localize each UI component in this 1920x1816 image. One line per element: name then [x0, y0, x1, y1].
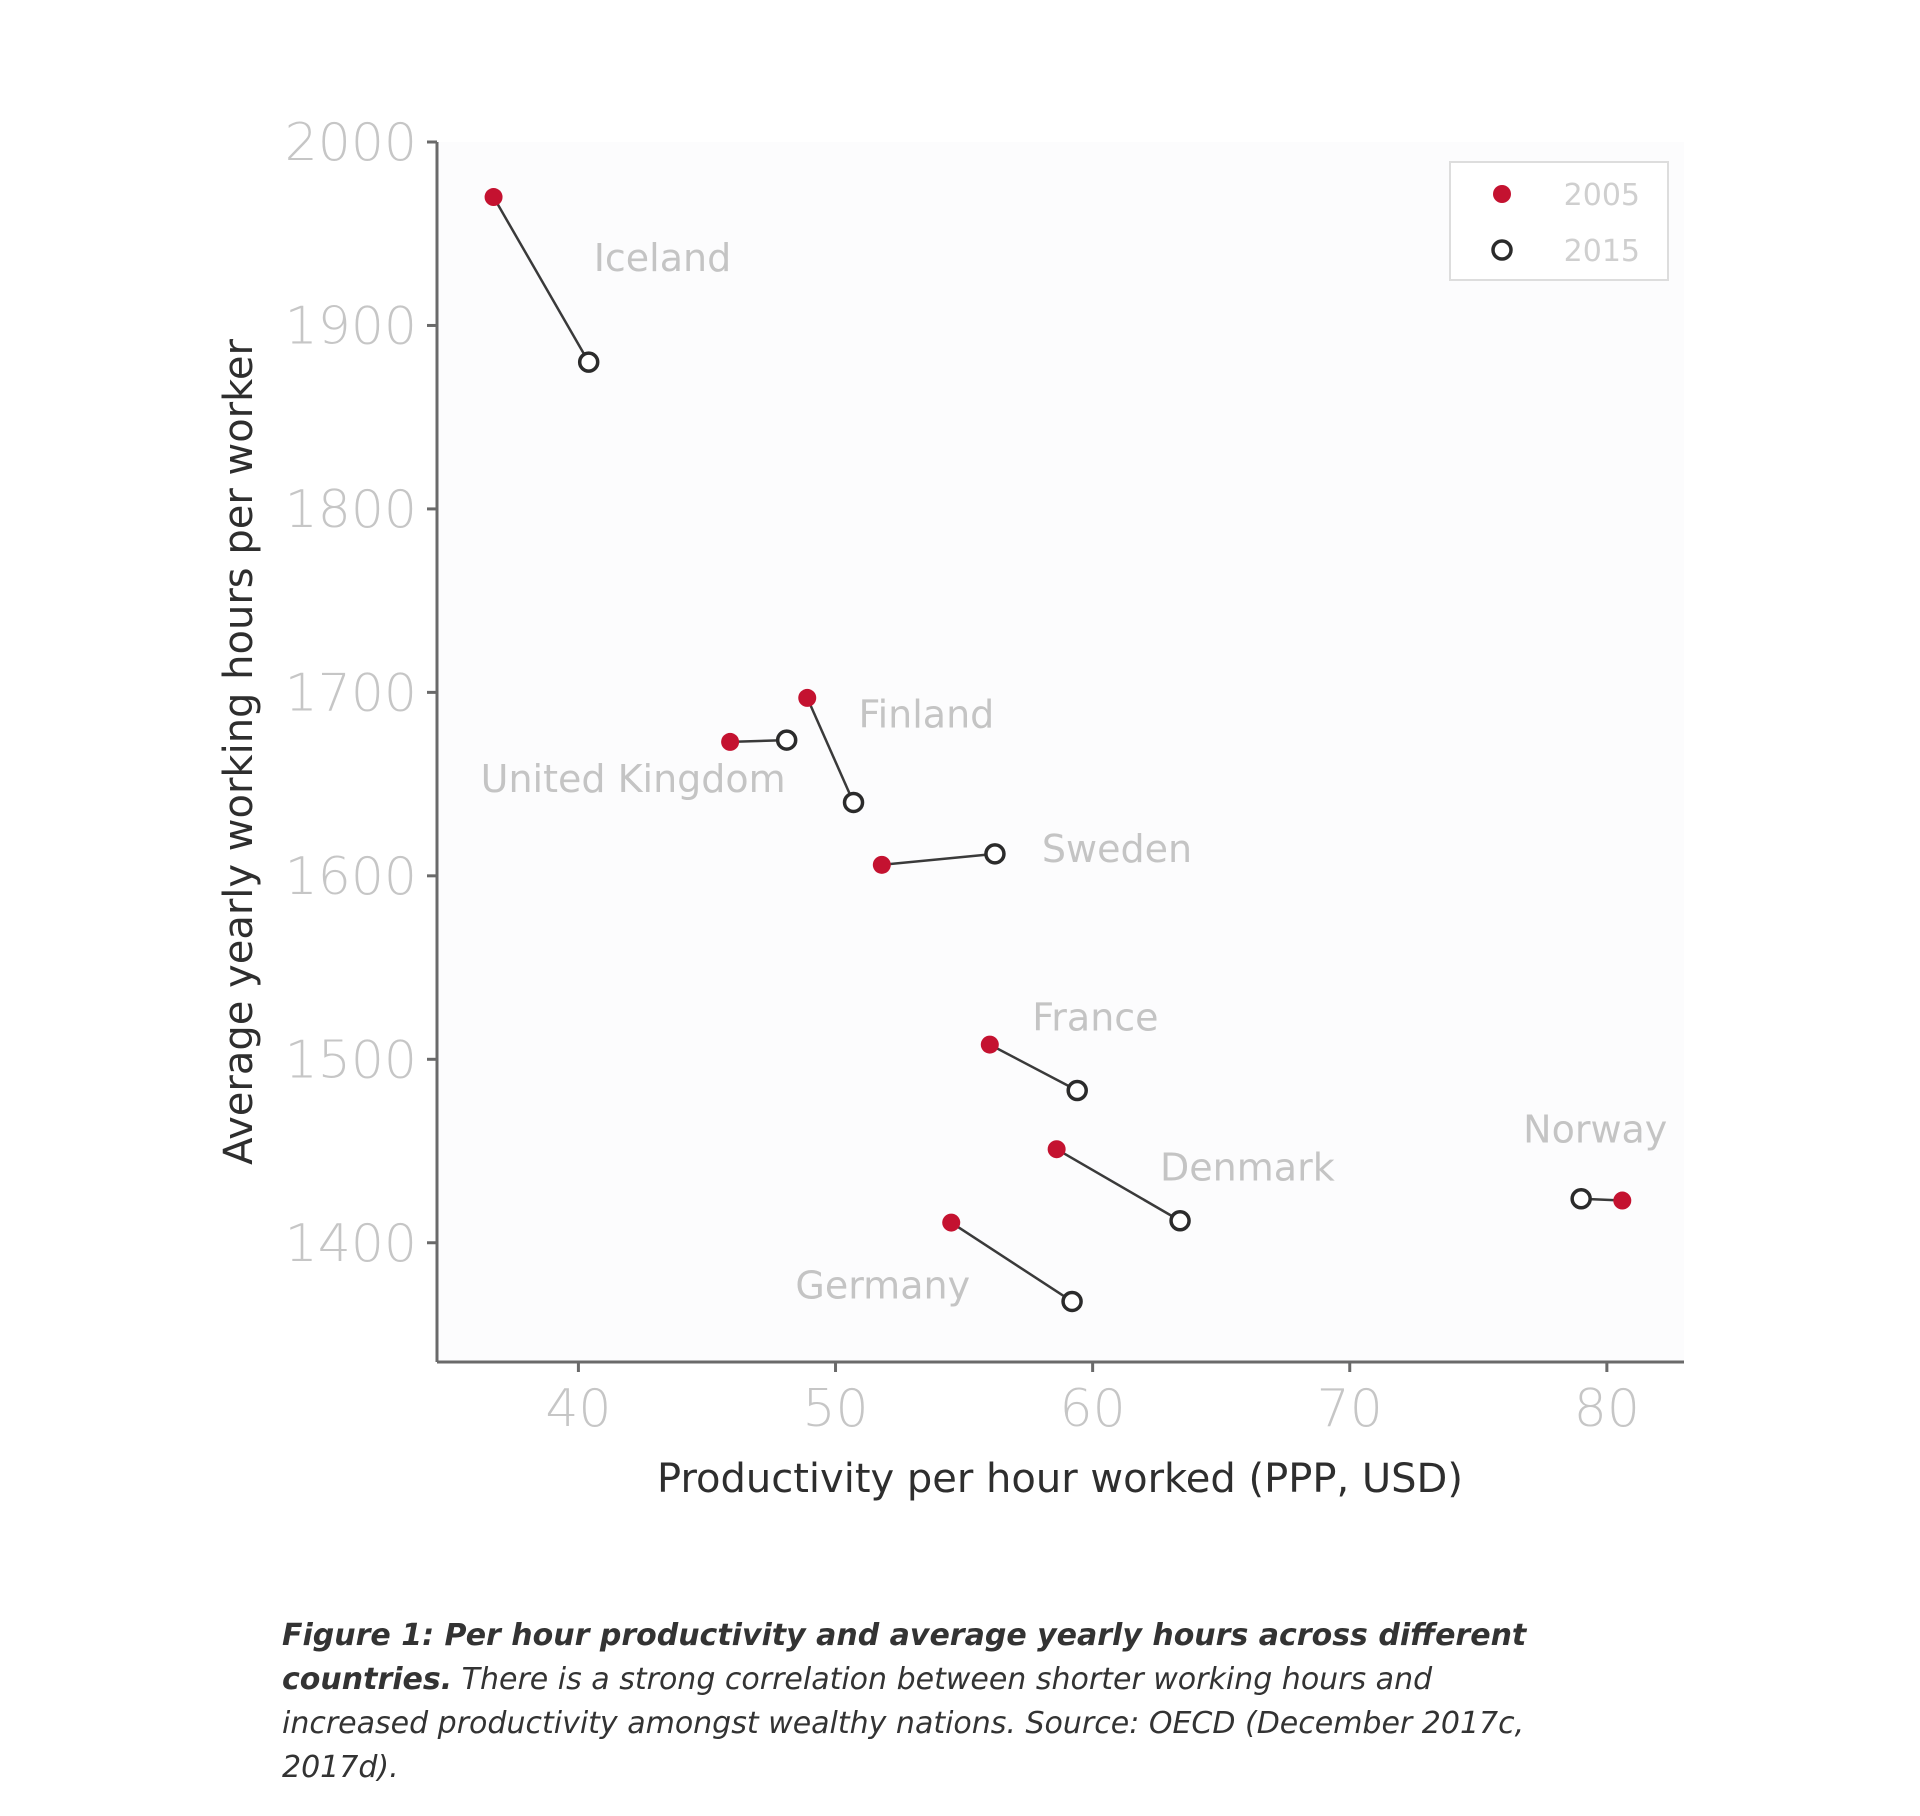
point-2015	[984, 843, 1006, 865]
connectors	[492, 196, 1623, 1303]
y-tick-label: 1500	[285, 1030, 417, 1090]
connector-line	[881, 852, 996, 867]
legend-marker-2015	[1491, 239, 1513, 261]
connector-line	[806, 697, 855, 803]
country-label: Germany	[795, 1263, 970, 1307]
connector-line	[950, 1221, 1073, 1303]
point-2005	[798, 688, 817, 707]
legend-marker-2005	[1493, 185, 1511, 203]
axes: 1400 1500 1600 1700 1800 1900 2000 40 50 60 70 80	[285, 113, 1684, 1439]
country-label: Norway	[1523, 1108, 1667, 1152]
point-2005	[872, 855, 891, 874]
point-2015	[577, 351, 600, 373]
point-2005	[980, 1035, 999, 1054]
caption-lead: Figure 1: Per hour productivity and aver…	[282, 1618, 1527, 1697]
country-label: Sweden	[1042, 827, 1192, 871]
y-tick-label: 1400	[285, 1214, 417, 1274]
country-label: Iceland	[594, 236, 732, 280]
x-tick-label: 40	[545, 1379, 611, 1439]
point-2005	[1613, 1191, 1632, 1210]
plot-background	[437, 142, 1684, 1362]
x-tick-label: 50	[802, 1379, 868, 1439]
point-2005	[721, 732, 740, 751]
point-2005	[484, 188, 503, 207]
point-2015	[1570, 1187, 1592, 1210]
x-axis-title: Productivity per hour worked (PPP, USD)	[657, 1456, 1463, 1502]
legend-box	[1449, 161, 1669, 281]
connector-line	[989, 1043, 1078, 1092]
legend: 2005 2015	[1449, 161, 1669, 281]
country-label: France	[1032, 995, 1158, 1039]
country-labels: Iceland Finland United Kingdom Sweden France…	[481, 236, 1668, 1307]
x-tick-label: 60	[1060, 1379, 1126, 1439]
connector-line	[492, 196, 590, 363]
point-2015	[842, 791, 865, 814]
data-points	[484, 188, 1632, 1313]
point-2015	[775, 729, 798, 751]
legend-label-2015: 2015	[1564, 234, 1640, 269]
y-tick-label: 1800	[285, 480, 417, 540]
point-2005	[942, 1213, 961, 1232]
figure-caption: Figure 1: Per hour productivity and aver…	[282, 1614, 1582, 1790]
legend-label-2005: 2005	[1564, 178, 1640, 213]
connector-line	[1056, 1148, 1181, 1222]
country-label: Denmark	[1160, 1146, 1335, 1190]
x-tick-label: 70	[1317, 1379, 1383, 1439]
y-tick-label: 2000	[285, 113, 417, 173]
caption-body: There is a strong correlation between sh…	[282, 1662, 1525, 1785]
point-2015	[1061, 1290, 1083, 1313]
y-tick-label: 1700	[285, 663, 417, 723]
point-2015	[1169, 1209, 1191, 1232]
x-tick-label: 80	[1574, 1379, 1640, 1439]
y-tick-label: 1900	[285, 296, 417, 356]
country-label: United Kingdom	[481, 757, 786, 801]
point-2005	[1047, 1140, 1066, 1159]
country-label: Finland	[859, 692, 995, 736]
y-axis-title: Average yearly working hours per worker	[216, 339, 262, 1165]
y-tick-label: 1600	[285, 847, 417, 907]
point-2015	[1066, 1079, 1088, 1102]
